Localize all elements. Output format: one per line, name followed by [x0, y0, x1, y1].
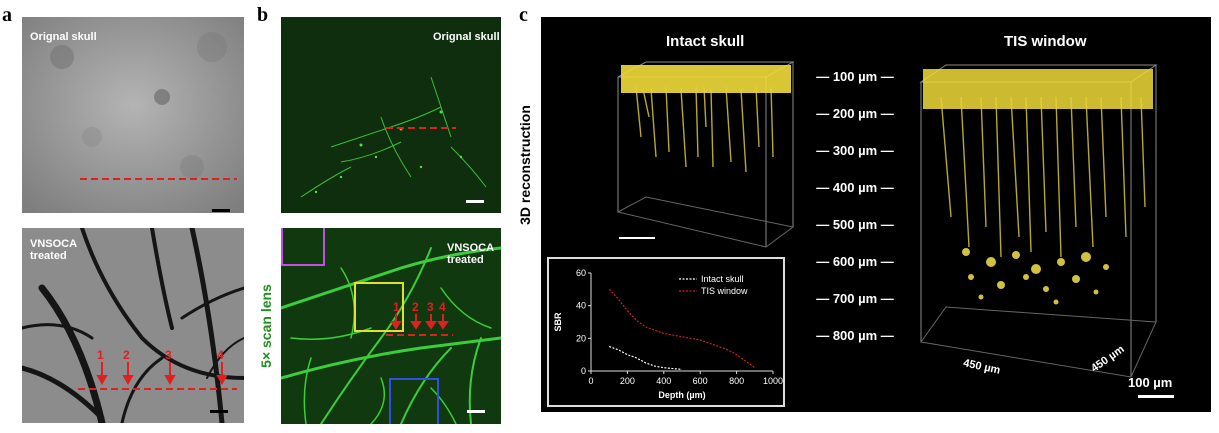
- x-tick-label: 1000: [763, 376, 783, 386]
- panel-a-bottom-scale-bar: [210, 410, 228, 413]
- right-cube-frame: [919, 64, 1158, 378]
- panel-c-right-title: TIS window: [1004, 33, 1087, 50]
- depth-label-800: — 800 µm —: [816, 328, 894, 343]
- panel-label-b: b: [257, 4, 269, 26]
- x-tick-label: 0: [588, 376, 593, 386]
- panel-a-marker-2: 2: [123, 348, 130, 362]
- left-cube-scale-bar: [619, 237, 655, 239]
- panel-c-left-title: Intact skull: [666, 33, 745, 50]
- panel-label-a: a: [2, 4, 12, 26]
- panel-b-marker-1: 1: [393, 300, 400, 314]
- panel-b-top-texture: [281, 17, 501, 213]
- series-line-0: [608, 345, 683, 370]
- panel-c-side-label-box: 3D reconstruction: [515, 60, 535, 270]
- panel-a-bottom-label-1: VNSOCA: [30, 238, 78, 250]
- depth-label-100: — 100 µm —: [816, 69, 894, 84]
- panel-b-side-label-box: 5× scan lens: [256, 228, 276, 423]
- panel-c-scale-bar: [1138, 395, 1174, 398]
- x-tick-label: 200: [620, 376, 635, 386]
- panel-b-side-label: 5× scan lens: [258, 283, 274, 368]
- y-axis-label: SBR: [553, 312, 563, 332]
- depth-label-500: — 500 µm —: [816, 217, 894, 232]
- panel-c-scale-label: 100 µm: [1128, 375, 1173, 390]
- depth-label-300: — 300 µm —: [816, 143, 894, 158]
- panel-a-bottom-label-2: treated: [30, 250, 67, 262]
- panel-b-marker-4: 4: [439, 300, 446, 314]
- x-tick-label: 800: [729, 376, 744, 386]
- panel-b-marker-3: 3: [427, 300, 434, 314]
- panel-b-bottom-label-2: treated: [447, 254, 484, 266]
- panel-b-bottom-scale-bar: [467, 410, 485, 413]
- panel-b-top-label: Orignal skull: [433, 31, 500, 43]
- panel-b-bottom-vessels: [281, 228, 501, 424]
- panel-b-top-scale-bar: [466, 200, 484, 203]
- panel-a-top-texture: [22, 17, 244, 213]
- depth-label-600: — 600 µm —: [816, 254, 894, 269]
- depth-label-400: — 400 µm —: [816, 180, 894, 195]
- legend-label-0: Intact skull: [701, 274, 744, 284]
- panel-b-bottom-image: VNSOCA treated 1 2 3 4: [281, 228, 501, 424]
- panel-b-blue-box: [389, 378, 439, 424]
- panel-a-top-image: Orignal skull: [22, 17, 244, 213]
- y-tick-label: 40: [576, 301, 586, 311]
- panel-b-magenta-box: [281, 228, 325, 266]
- panel-label-c: c: [519, 4, 528, 26]
- x-tick-label: 600: [693, 376, 708, 386]
- panel-a-bottom-image: VNSOCA treated 1 2 3 4: [22, 228, 244, 423]
- panel-a-marker-4: 4: [217, 348, 224, 362]
- y-tick-label: 60: [576, 268, 586, 278]
- sbr-chart-svg: 0 200 400 600 800 1000 0 20 40 60 Depth (µm) SBR Int…: [553, 268, 783, 400]
- legend-label-1: TIS window: [701, 286, 748, 296]
- y-tick-label: 0: [581, 366, 586, 376]
- panel-c-3d-render: [616, 61, 1158, 378]
- panel-c-image: Intact skull TIS window — 100 µm — — 200…: [541, 17, 1211, 412]
- x-tick-label: 400: [656, 376, 671, 386]
- panel-a-marker-1: 1: [97, 348, 104, 362]
- sbr-inset-chart: 0 200 400 600 800 1000 0 20 40 60 Depth (µm) SBR Int…: [547, 257, 785, 407]
- panel-a-top-scale-bar: [212, 209, 230, 212]
- series-line-1: [608, 288, 756, 369]
- panel-b-top-image: Orignal skull: [281, 17, 501, 213]
- panel-b-bottom-label-1: VNSOCA: [447, 242, 495, 254]
- panel-a-bottom-vessels: [22, 228, 244, 423]
- depth-label-700: — 700 µm —: [816, 291, 894, 306]
- panel-b-marker-2: 2: [412, 300, 419, 314]
- panel-c-side-label: 3D reconstruction: [517, 105, 533, 225]
- x-axis-label: Depth (µm): [658, 390, 705, 400]
- y-tick-label: 20: [576, 333, 586, 343]
- panel-a-marker-3: 3: [165, 348, 172, 362]
- panel-a-top-label: Orignal skull: [30, 31, 97, 43]
- depth-label-200: — 200 µm —: [816, 106, 894, 121]
- panel-b-yellow-box: [354, 282, 404, 332]
